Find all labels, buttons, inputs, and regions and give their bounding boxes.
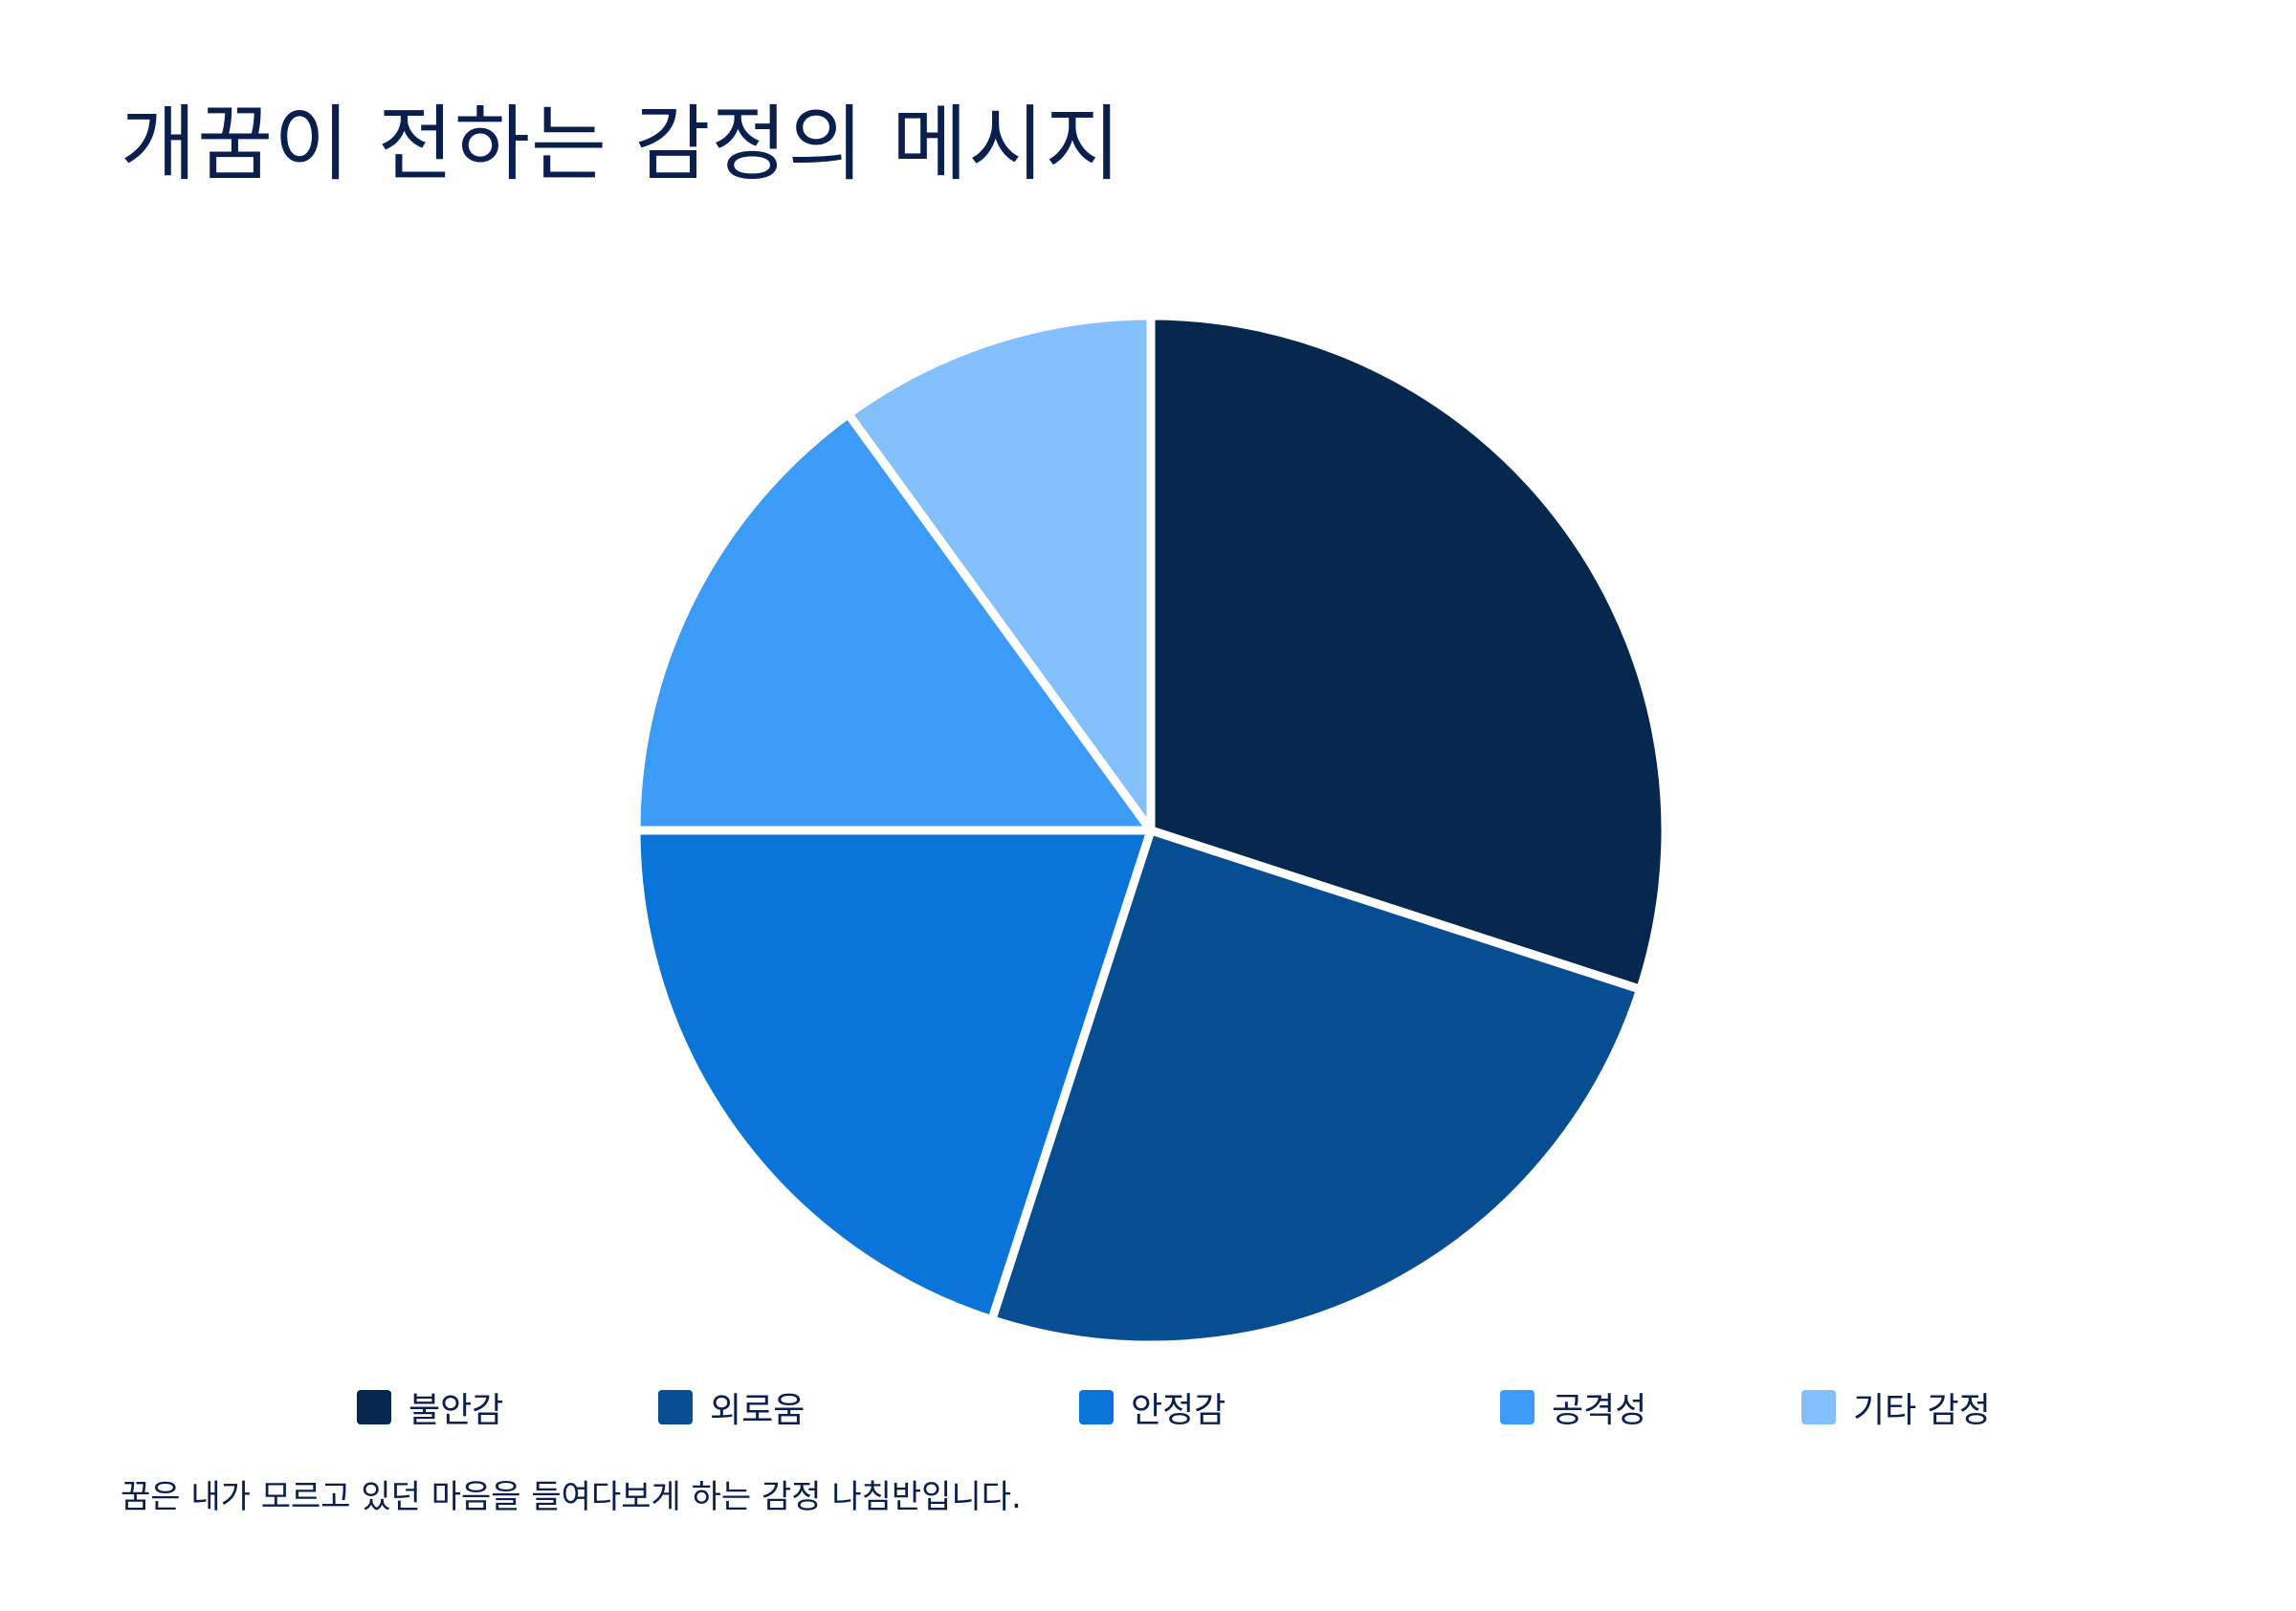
legend-item-aggression: 공격성 <box>1500 1388 1646 1430</box>
legend-item-stability: 안정감 <box>1079 1388 1225 1430</box>
legend-label: 불안감 <box>408 1391 504 1430</box>
legend-swatch <box>1801 1390 1836 1424</box>
legend-swatch <box>357 1390 391 1424</box>
chart-caption: 꿈은 내가 모르고 있던 마음을 들여다보게 하는 감정 나침반입니다. <box>121 1478 1022 1516</box>
chart-title: 개꿈이 전하는 감정의 메시지 <box>121 97 1122 192</box>
legend-swatch <box>1500 1390 1534 1424</box>
legend-label: 안정감 <box>1131 1391 1226 1430</box>
slice-other <box>844 311 1156 835</box>
legend-label: 기타 감정 <box>1853 1391 1991 1430</box>
slice-aggression <box>631 409 1156 835</box>
slice-stability <box>631 826 1156 1325</box>
legend-swatch <box>1079 1390 1114 1424</box>
slice-anxiety <box>1146 311 1670 994</box>
slice-loneliness <box>987 826 1645 1350</box>
legend-swatch <box>658 1390 693 1424</box>
legend-item-anxiety: 불안감 <box>357 1388 503 1430</box>
legend-item-other: 기타 감정 <box>1801 1388 1991 1430</box>
legend-label: 외로움 <box>710 1391 806 1430</box>
legend-label: 공격성 <box>1552 1391 1647 1430</box>
legend-item-loneliness: 외로움 <box>658 1388 805 1430</box>
